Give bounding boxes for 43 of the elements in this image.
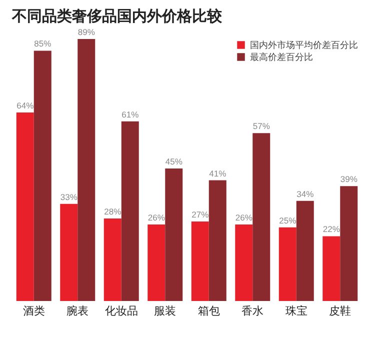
bar — [322, 236, 340, 301]
data-label: 34% — [296, 188, 314, 199]
data-label: 41% — [209, 168, 227, 178]
bar — [16, 112, 34, 301]
x-tick-label: 服装 — [154, 304, 176, 318]
bar — [34, 50, 52, 301]
bar — [278, 227, 296, 301]
bar — [165, 168, 183, 301]
bar — [148, 224, 166, 301]
bar — [340, 186, 358, 301]
data-label: 26% — [235, 212, 253, 222]
bar — [60, 204, 78, 301]
data-label: 61% — [122, 109, 140, 120]
x-tick-label: 酒类 — [22, 304, 45, 318]
bar — [296, 200, 314, 301]
bar — [121, 121, 139, 301]
x-tick-label: 腕表 — [66, 304, 89, 318]
data-label: 26% — [148, 212, 166, 222]
x-tick-label: 珠宝 — [285, 304, 308, 318]
data-label: 64% — [16, 100, 34, 111]
data-label: 22% — [322, 224, 340, 234]
legend-label: 国内外市场平均价差百分比 — [250, 40, 358, 51]
data-label: 89% — [78, 26, 96, 37]
x-tick-label: 化妆品 — [104, 304, 138, 318]
chart-title: 不同品类奢侈品国内外价格比较 — [11, 6, 223, 25]
bar — [78, 38, 96, 301]
bar — [191, 222, 209, 301]
data-label: 85% — [34, 38, 52, 49]
bar — [208, 180, 226, 301]
data-label: 25% — [279, 215, 297, 226]
data-label: 33% — [60, 192, 78, 202]
data-label: 39% — [340, 174, 358, 184]
bar — [252, 133, 270, 301]
legend-label: 最高价差百分比 — [250, 52, 313, 63]
x-tick-label: 箱包 — [198, 304, 220, 318]
bar — [235, 224, 253, 301]
data-label: 57% — [252, 121, 270, 132]
data-label: 28% — [104, 206, 122, 217]
x-tick-label: 香水 — [242, 304, 264, 318]
data-label: 45% — [165, 156, 183, 166]
bar — [104, 218, 122, 301]
x-tick-label: 皮鞋 — [329, 304, 352, 318]
data-label: 27% — [192, 210, 210, 220]
